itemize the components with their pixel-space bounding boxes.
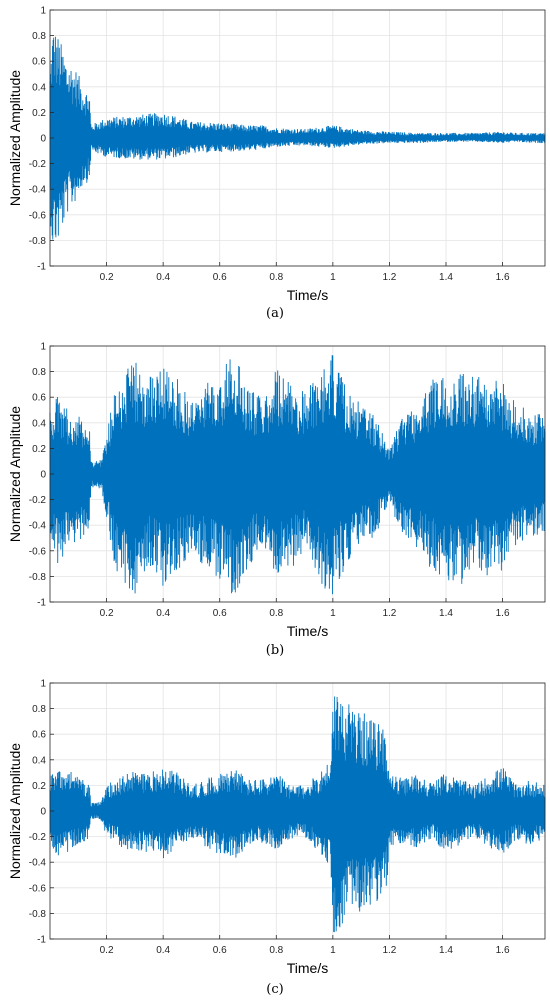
y-tick-label: -0.2 [29,495,47,506]
x-tick-label: 1.4 [439,608,453,619]
y-tick-label: 1 [40,342,46,353]
signal-series [49,355,546,595]
y-tick-label: -1 [37,935,46,946]
y-tick-label: -0.6 [29,210,47,221]
y-tick-label: -1 [37,262,46,273]
chart-panel-b: 0.2 0.4 0.6 0.8 1 1.2 1.4 1.6 -1 -0.8 -0.6 -0.4 -0.2… [0,336,550,669]
waveform-chart-b: 0.2 0.4 0.6 0.8 1 1.2 1.4 1.6 -1 -0.8 -0.6 -0.4 -0.2… [7,342,546,639]
y-tick-label: 0.8 [32,367,46,378]
chart-caption-c: (c) [266,982,284,997]
y-tick-label: 0.4 [32,82,46,93]
y-tick-label: 0.4 [32,755,46,766]
waveform-chart-c: 0.2 0.4 0.6 0.8 1 1.2 1.4 1.6 -1 -0.8 -0.6 -0.4 -0.2… [7,679,546,976]
y-tick-label: 0.2 [32,781,46,792]
y-tick-label: 0.6 [32,730,46,741]
x-axis-label: Time/s [287,960,328,976]
y-tick-label: -0.4 [29,185,47,196]
x-tick-label: 1 [330,272,336,283]
y-tick-label: -0.6 [29,546,47,557]
y-tick-label: 1 [40,6,46,17]
x-tick-label: 0.2 [100,272,114,283]
y-tick-label: 0 [40,134,46,145]
x-tick-label: 0.2 [100,608,114,619]
y-tick-label: 0.4 [32,418,46,429]
signal-series [49,696,546,933]
x-tick-label: 1 [330,945,336,956]
y-tick-label: -0.8 [29,236,47,247]
y-tick-label: 0.8 [32,704,46,715]
x-tick-label: 0.6 [213,945,227,956]
x-tick-label: 0.4 [156,608,170,619]
y-axis-label: Normalized Amplitude [7,406,23,542]
y-tick-label: -0.4 [29,521,47,532]
y-tick-label: 0.2 [32,108,46,119]
x-tick-label: 1.2 [382,608,396,619]
x-tick-label: 1.6 [496,608,510,619]
y-tick-label: -0.8 [29,909,47,920]
y-tick-label: -0.8 [29,572,47,583]
y-tick-label: 0 [40,470,46,481]
x-axis-label: Time/s [287,623,328,639]
y-tick-label: 0.8 [32,31,46,42]
y-tick-label: 0.6 [32,57,46,68]
y-tick-label: -1 [37,598,46,609]
x-tick-label: 1.2 [382,945,396,956]
x-tick-label: 0.4 [156,945,170,956]
x-tick-label: 1.6 [496,945,510,956]
x-tick-label: 1.4 [439,945,453,956]
y-tick-label: 1 [40,679,46,690]
y-tick-label: 0.6 [32,393,46,404]
x-tick-label: 1.2 [382,272,396,283]
chart-caption-a: (a) [266,306,284,321]
chart-caption-b: (b) [265,643,285,658]
x-tick-label: 1 [330,608,336,619]
y-tick-label: -0.4 [29,858,47,869]
y-tick-label: -0.2 [29,159,47,170]
x-tick-label: 0.8 [269,945,283,956]
waveform-chart-a: 0.2 0.4 0.6 0.8 1 1.2 1.4 1.6 -1 -0.8 -0.6 -0.4 -0.2… [7,6,546,303]
x-tick-label: 0.8 [269,272,283,283]
y-tick-label: 0.2 [32,444,46,455]
y-axis-label: Normalized Amplitude [7,70,23,206]
y-tick-label: 0 [40,807,46,818]
x-tick-label: 0.6 [213,608,227,619]
x-tick-label: 0.6 [213,272,227,283]
x-tick-label: 1.4 [439,272,453,283]
x-axis-label: Time/s [287,287,328,303]
chart-panel-a: 0.2 0.4 0.6 0.8 1 1.2 1.4 1.6 -1 -0.8 -0.6 -0.4 -0.2… [0,0,550,333]
y-tick-label: -0.2 [29,832,47,843]
y-tick-label: -0.6 [29,883,47,894]
x-tick-label: 0.8 [269,608,283,619]
y-axis-label: Normalized Amplitude [7,743,23,879]
x-tick-label: 0.4 [156,272,170,283]
signal-series [49,36,546,240]
x-tick-label: 1.6 [496,272,510,283]
x-tick-label: 0.2 [100,945,114,956]
chart-panel-c: 0.2 0.4 0.6 0.8 1 1.2 1.4 1.6 -1 -0.8 -0.6 -0.4 -0.2… [0,673,550,1006]
